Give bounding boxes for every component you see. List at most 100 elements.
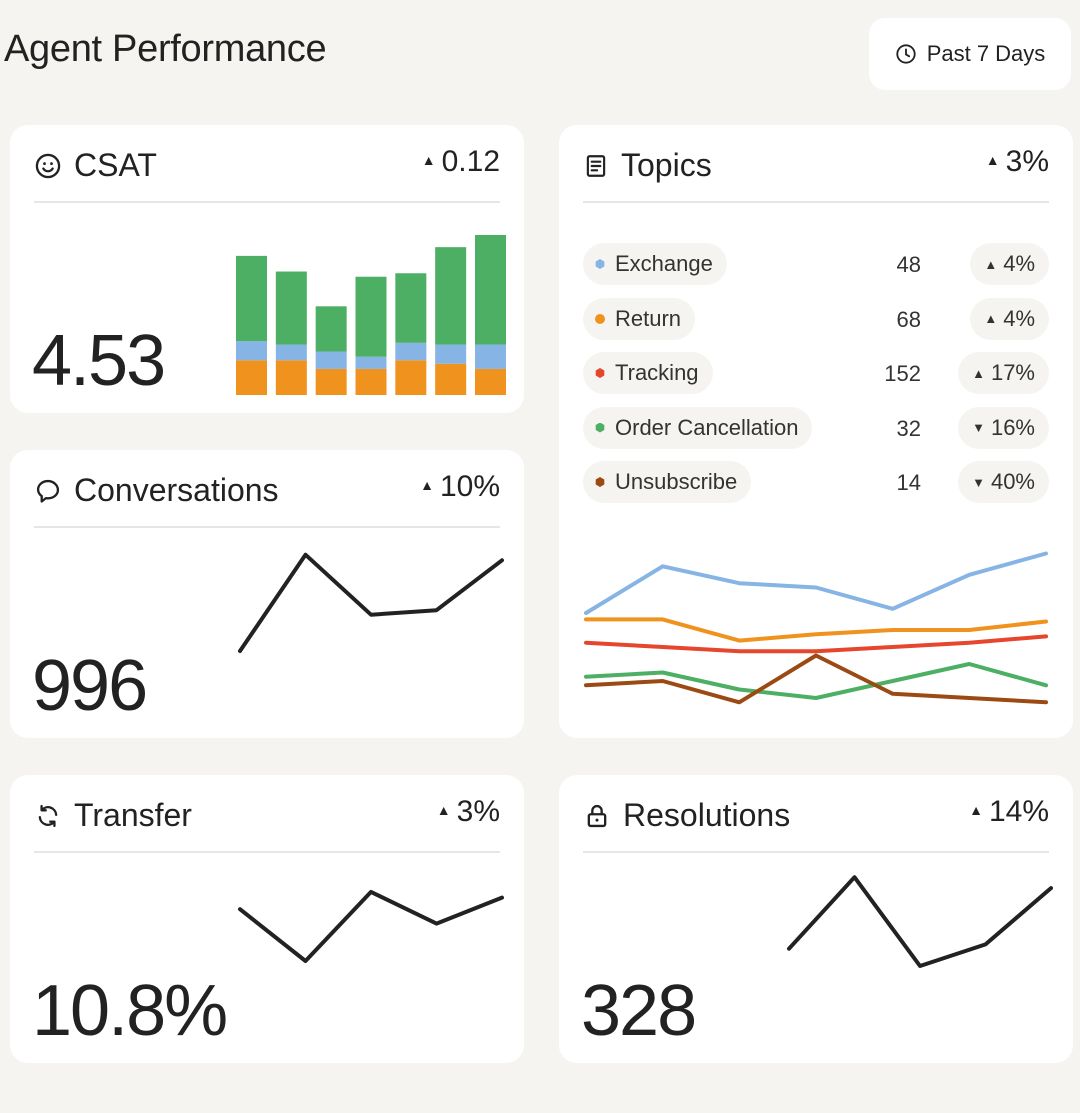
page-title: Agent Performance — [4, 28, 327, 70]
topics-delta-value: 3% — [1005, 145, 1049, 178]
topic-row[interactable]: Unsubscribe 14 ▼ 40% — [583, 461, 1049, 503]
topic-name: Unsubscribe — [615, 469, 738, 494]
topics-card[interactable]: Topics ▲ 3% Exchange 48 ▲ 4% Return 68 ▲ 4% Trac… — [559, 125, 1073, 738]
topic-delta-value: 16% — [990, 414, 1035, 440]
topic-delta-badge: ▼ 16% — [958, 406, 1049, 449]
csat-bar-segment — [355, 276, 387, 357]
topic-color-dot-icon — [595, 368, 605, 378]
csat-bar-segment — [236, 255, 267, 342]
csat-bar-segment — [395, 342, 427, 361]
csat-bar-segment — [275, 271, 307, 345]
down-triangle-icon: ▼ — [972, 474, 985, 490]
topic-count: 32 — [896, 415, 921, 441]
csat-delta-value: 0.12 — [441, 145, 500, 178]
csat-title: CSAT — [74, 147, 157, 183]
conversations-line-chart — [238, 552, 504, 653]
topic-pill[interactable]: Tracking — [583, 352, 713, 394]
topic-delta-badge: ▲ 17% — [958, 352, 1049, 394]
csat-delta: ▲ 0.12 — [422, 145, 500, 179]
conversations-card[interactable]: Conversations ▲ 10% 996 — [10, 450, 524, 738]
topic-series-line — [584, 551, 1048, 615]
resolutions-value: 328 — [581, 971, 697, 1051]
topic-delta-badge: ▼ 40% — [958, 461, 1049, 503]
csat-card[interactable]: CSAT ▲ 0.12 4.53 — [10, 125, 524, 413]
trend-line — [238, 889, 504, 963]
up-triangle-icon: ▲ — [985, 152, 1000, 168]
csat-bar-segment — [475, 344, 506, 369]
resolutions-card[interactable]: Resolutions ▲ 14% 328 — [559, 775, 1073, 1063]
document-icon — [583, 152, 609, 180]
topic-delta-value: 4% — [1003, 305, 1035, 331]
csat-bar-segment — [315, 306, 347, 352]
trend-line — [787, 875, 1053, 968]
smiley-icon — [34, 152, 62, 180]
up-triangle-icon: ▲ — [984, 311, 998, 326]
topics-card-header: Topics ▲ 3% — [583, 145, 1049, 203]
topics-title: Topics — [621, 147, 712, 183]
up-triangle-icon: ▲ — [436, 802, 451, 818]
topic-series-line — [584, 662, 1048, 700]
date-range-button[interactable]: Past 7 Days — [869, 18, 1071, 90]
topic-color-dot-icon — [595, 259, 605, 269]
topic-color-dot-icon — [595, 477, 605, 487]
trend-line — [238, 552, 504, 653]
chat-bubble-icon — [34, 477, 62, 505]
csat-bar-segment — [355, 368, 387, 395]
topic-pill[interactable]: Order Cancellation — [583, 406, 813, 449]
conversations-delta: ▲ 10% — [420, 470, 500, 504]
topic-row[interactable]: Order Cancellation 32 ▼ 16% — [583, 406, 1049, 449]
csat-bar-segment — [435, 344, 467, 364]
csat-bar-chart — [236, 235, 506, 395]
up-triangle-icon: ▲ — [972, 365, 985, 381]
topic-row[interactable]: Tracking 152 ▲ 17% — [583, 352, 1049, 394]
topic-series-line — [584, 617, 1048, 643]
resolutions-card-header: Resolutions ▲ 14% — [583, 795, 1049, 853]
csat-bar-segment — [435, 247, 467, 345]
csat-bar-segment — [395, 273, 427, 343]
transfer-value: 10.8% — [32, 971, 228, 1051]
csat-bar-segment — [275, 344, 307, 361]
conversations-title: Conversations — [74, 472, 279, 508]
topic-pill[interactable]: Exchange — [583, 243, 727, 285]
refresh-icon — [34, 802, 62, 830]
resolutions-delta: ▲ 14% — [969, 795, 1049, 829]
topic-series-line — [584, 653, 1048, 705]
transfer-delta-value: 3% — [456, 795, 500, 828]
topic-delta-value: 17% — [990, 360, 1035, 385]
csat-card-header: CSAT ▲ 0.12 — [34, 145, 500, 203]
resolutions-title: Resolutions — [623, 797, 791, 833]
resolutions-line-chart — [787, 875, 1053, 968]
topics-line-chart — [584, 551, 1048, 705]
topic-count: 68 — [896, 306, 921, 332]
lock-icon — [583, 802, 611, 830]
topic-count: 14 — [896, 470, 921, 495]
transfer-card-header: Transfer ▲ 3% — [34, 795, 500, 853]
csat-bar-segment — [236, 360, 267, 395]
csat-bar-segment — [275, 360, 307, 395]
csat-bar-segment — [395, 360, 427, 395]
topics-delta: ▲ 3% — [986, 145, 1049, 179]
date-range-label: Past 7 Days — [926, 41, 1046, 66]
csat-bar-segment — [315, 351, 347, 369]
up-triangle-icon: ▲ — [421, 152, 436, 168]
transfer-delta: ▲ 3% — [437, 795, 500, 829]
topic-color-dot-icon — [595, 313, 605, 324]
topic-delta-value: 40% — [990, 469, 1035, 494]
topic-pill[interactable]: Return — [583, 297, 696, 340]
conversations-card-header: Conversations ▲ 10% — [34, 470, 500, 528]
topic-delta-badge: ▲ 4% — [970, 297, 1049, 340]
topic-pill[interactable]: Unsubscribe — [583, 461, 752, 503]
topic-count: 152 — [884, 361, 921, 386]
csat-bar-segment — [315, 368, 347, 395]
csat-value: 4.53 — [32, 321, 166, 401]
transfer-line-chart — [238, 889, 504, 963]
topic-delta-badge: ▲ 4% — [970, 243, 1049, 285]
transfer-card[interactable]: Transfer ▲ 3% 10.8% — [10, 775, 524, 1063]
csat-bar-segment — [355, 356, 387, 369]
down-triangle-icon: ▼ — [972, 420, 985, 435]
topic-row[interactable]: Exchange 48 ▲ 4% — [583, 243, 1049, 285]
conversations-value: 996 — [32, 646, 148, 726]
topic-row[interactable]: Return 68 ▲ 4% — [583, 297, 1049, 340]
resolutions-delta-value: 14% — [988, 795, 1049, 828]
csat-bar-segment — [435, 363, 467, 395]
